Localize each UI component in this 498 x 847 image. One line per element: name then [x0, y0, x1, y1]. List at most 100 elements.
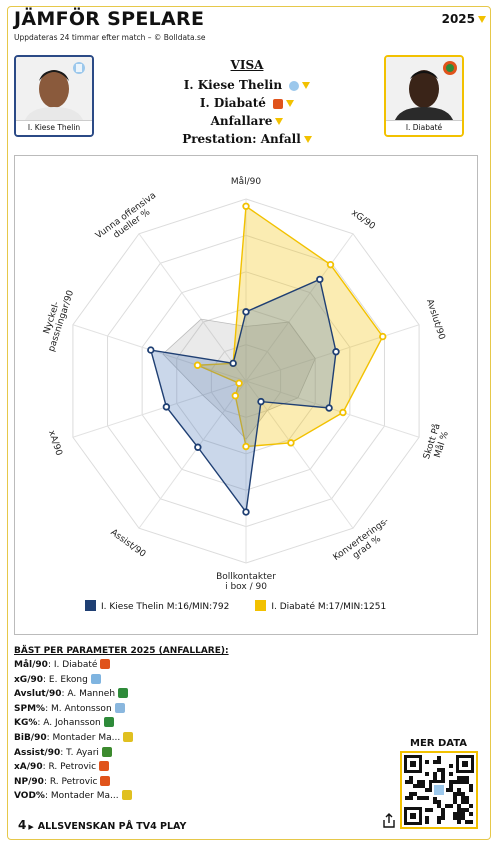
- best-row: KG%: A. Johansson: [14, 716, 133, 731]
- best-player[interactable]: T. Ayari: [66, 747, 99, 758]
- data-point-left: [229, 359, 237, 368]
- data-point-right: [242, 202, 250, 210]
- radar-spoke: [245, 233, 354, 382]
- player-photo-right: [386, 57, 462, 123]
- legend-swatch-right: [255, 600, 267, 611]
- best-param: SPM%: [14, 703, 46, 714]
- best-player[interactable]: R. Petrovic: [49, 776, 98, 787]
- legend-item-left[interactable]: I. Kiese Thelin M:16/MIN:792: [85, 600, 229, 612]
- best-param: Mål/90: [14, 660, 48, 670]
- year-label: 2025: [441, 12, 475, 26]
- radar-spoke: [72, 380, 247, 438]
- footer-label: ALLSVENSKAN PÅ TV4 PLAY: [37, 821, 187, 832]
- best-player[interactable]: M. Antonsson: [50, 703, 112, 714]
- best-row: xA/90: R. Petrovic: [14, 760, 133, 775]
- data-point-right: [231, 392, 240, 400]
- club-crest-icon: [99, 761, 110, 772]
- best-player[interactable]: R. Petrovic: [48, 762, 97, 773]
- axis-label: xA/90: [46, 429, 64, 457]
- position-selector-label: Anfallare: [210, 114, 273, 128]
- data-point-right: [235, 379, 243, 387]
- club-crest-icon: [100, 659, 111, 669]
- position-selector[interactable]: Anfallare: [140, 114, 354, 128]
- page-subtitle: Uppdateras 24 timmar efter match – © Bol…: [14, 33, 206, 42]
- data-point-left: [162, 403, 171, 411]
- axis-label: Mål/90: [231, 176, 262, 187]
- data-point-left: [147, 346, 155, 354]
- share-icon: [383, 813, 395, 828]
- year-selector[interactable]: 2025: [442, 12, 486, 26]
- performance-selector-label: Prestation: Anfall: [182, 132, 301, 146]
- player1-selector-label: I. Kiese Thelin: [183, 78, 283, 92]
- best-player[interactable]: Montader Ma...: [52, 732, 121, 743]
- best-param: xA/90: [14, 762, 43, 773]
- data-point-left: [242, 308, 250, 316]
- page-title: JÄMFÖR SPELARE: [14, 8, 205, 30]
- best-param: Assist/90: [14, 747, 61, 758]
- best-row: VOD%: Montader Ma...: [14, 789, 133, 804]
- data-point-right: [379, 332, 387, 341]
- axis-label: Bollkontakter i box / 90: [216, 572, 276, 592]
- club-crest-icon: [114, 702, 125, 713]
- tv4-logo-icon: 4: [18, 818, 27, 832]
- player-card-left-name: I. Kiese Thelin: [16, 120, 92, 135]
- axis-label: Assist/90: [108, 528, 147, 560]
- player1-selector[interactable]: I. Kiese Thelin: [140, 78, 354, 92]
- caret-down-icon: [478, 16, 486, 23]
- data-point-left: [242, 508, 250, 516]
- radar-spoke: [138, 380, 247, 529]
- best-param: NP/90: [14, 776, 44, 787]
- best-row: SPM%: M. Antonsson: [14, 702, 133, 717]
- best-row: Mål/90: I. Diabaté: [14, 658, 133, 673]
- data-point-right: [193, 361, 202, 369]
- axis-label-line: Avslut/90: [424, 298, 447, 341]
- best-row: BiB/90: Montader Ma...: [14, 731, 134, 746]
- legend-label-right: I. Diabaté M:17/MIN:1251: [271, 602, 387, 612]
- axis-label-line: Mål/90: [231, 176, 262, 187]
- footer-link[interactable]: 4 ▶ ALLSVENSKAN PÅ TV4 PLAY: [18, 818, 186, 832]
- best-list: Mål/90: I. Diabaté xG/90: E. Ekong Avslut/…: [14, 658, 134, 804]
- caret-down-icon: [286, 100, 295, 107]
- mff-crest-icon: [73, 62, 85, 74]
- player2-selector-label: I. Diabaté: [199, 96, 266, 110]
- best-param: Avslut/90: [14, 689, 62, 700]
- player-card-right[interactable]: I. Diabaté: [384, 55, 464, 137]
- mff-crest-icon: [289, 81, 300, 91]
- chart-legend: I. Kiese Thelin M:16/MIN:792 I. Diabaté …: [85, 600, 386, 612]
- axis-label-line: xG/90: [349, 208, 377, 232]
- best-row: NP/90: R. Petrovic: [14, 775, 133, 790]
- best-row: Avslut/90: A. Manneh: [14, 687, 133, 702]
- axis-label: Skott PåMål %: [421, 422, 452, 463]
- more-data-label: MER DATA: [410, 738, 468, 749]
- best-player[interactable]: E. Ekong: [48, 674, 88, 685]
- axis-label-line: Bollkontakter: [216, 572, 276, 582]
- compare-card: [7, 6, 491, 840]
- best-heading: BÄST PER PARAMETER 2025 (ANFALLARE):: [14, 646, 229, 656]
- player-card-left[interactable]: I. Kiese Thelin: [14, 55, 94, 137]
- best-player[interactable]: Montader Ma...: [50, 791, 119, 802]
- radar-spoke: [72, 324, 247, 382]
- player2-selector[interactable]: I. Diabaté: [140, 96, 354, 110]
- share-button[interactable]: [382, 813, 396, 833]
- axis-label: Konverterings-grad %: [332, 516, 397, 571]
- performance-selector[interactable]: Prestation: Anfall: [140, 132, 354, 146]
- play-icon: ▶: [28, 823, 34, 831]
- radar-spoke: [138, 233, 247, 382]
- best-player[interactable]: A. Johansson: [43, 718, 101, 729]
- axis-label-line: Assist/90: [108, 528, 147, 560]
- caret-down-icon: [303, 136, 312, 143]
- best-player[interactable]: A. Manneh: [67, 689, 116, 700]
- club-crest-icon: [103, 717, 114, 728]
- data-point-right: [339, 408, 347, 417]
- ifk-crest-icon: [443, 61, 457, 75]
- radar-chart-frame: [14, 155, 478, 635]
- legend-item-right[interactable]: I. Diabaté M:17/MIN:1251: [255, 600, 386, 612]
- legend-swatch-left: [85, 600, 96, 611]
- best-row: xG/90: E. Ekong: [14, 673, 133, 688]
- best-player[interactable]: I. Diabaté: [53, 660, 98, 670]
- data-point-right: [287, 439, 295, 447]
- best-row: Assist/90: T. Ayari: [14, 746, 133, 761]
- club-crest-icon: [100, 775, 111, 786]
- qr-code[interactable]: [400, 751, 478, 829]
